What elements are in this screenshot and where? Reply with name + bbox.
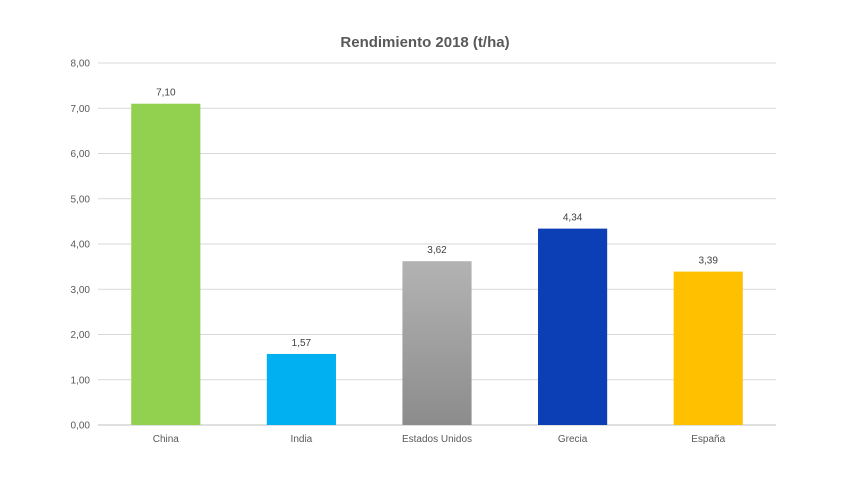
data-label: 3,62 <box>427 245 447 256</box>
y-tick-label: 8,00 <box>71 59 91 70</box>
chart-title: Rendimiento 2018 (t/ha) <box>340 34 509 51</box>
x-tick-label: Grecia <box>558 434 588 445</box>
data-label: 4,34 <box>563 213 583 224</box>
y-tick-label: 5,00 <box>71 194 91 205</box>
y-tick-label: 1,00 <box>71 375 91 386</box>
y-axis-tick-labels: 0,00 1,00 2,00 3,00 4,00 5,00 6,00 7,00 8,00 <box>71 59 91 432</box>
x-tick-label: España <box>691 434 725 445</box>
data-label: 3,39 <box>698 256 718 267</box>
bar-china <box>131 103 201 425</box>
data-labels: 7,10 1,57 3,62 4,34 3,39 <box>156 88 718 349</box>
y-tick-label: 3,00 <box>71 285 91 296</box>
bar-india <box>266 353 336 425</box>
x-axis-tick-labels: China India Estados Unidos Grecia España <box>153 434 726 445</box>
data-label: 7,10 <box>156 88 176 99</box>
bars <box>131 103 743 425</box>
y-tick-label: 0,00 <box>71 421 91 432</box>
bar-grecia <box>538 228 608 425</box>
y-tick-label: 4,00 <box>71 240 91 251</box>
data-label: 1,57 <box>292 338 312 349</box>
y-tick-label: 2,00 <box>71 330 91 341</box>
bar-estados-unidos <box>402 261 472 425</box>
x-tick-label: Estados Unidos <box>402 434 472 445</box>
y-tick-label: 6,00 <box>71 149 91 160</box>
x-tick-label: China <box>153 434 180 445</box>
gridlines <box>98 62 776 426</box>
bar-españa <box>673 271 743 425</box>
y-tick-label: 7,00 <box>71 104 91 115</box>
x-tick-label: India <box>291 434 313 445</box>
